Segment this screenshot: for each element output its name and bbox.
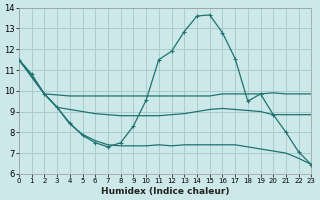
X-axis label: Humidex (Indice chaleur): Humidex (Indice chaleur) xyxy=(101,187,229,196)
